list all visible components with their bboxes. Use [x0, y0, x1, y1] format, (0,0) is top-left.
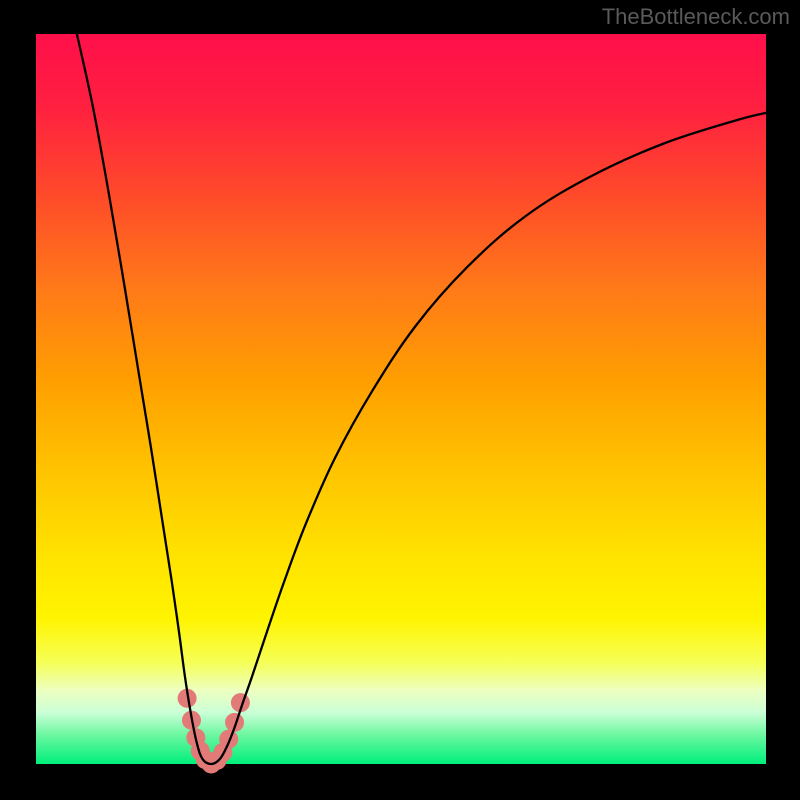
chart-svg: [0, 0, 800, 800]
accent-dot: [219, 730, 238, 749]
chart-container: { "meta": { "watermark": "TheBottleneck.…: [0, 0, 800, 800]
watermark: TheBottleneck.com: [602, 4, 790, 30]
plot-background: [36, 34, 766, 764]
